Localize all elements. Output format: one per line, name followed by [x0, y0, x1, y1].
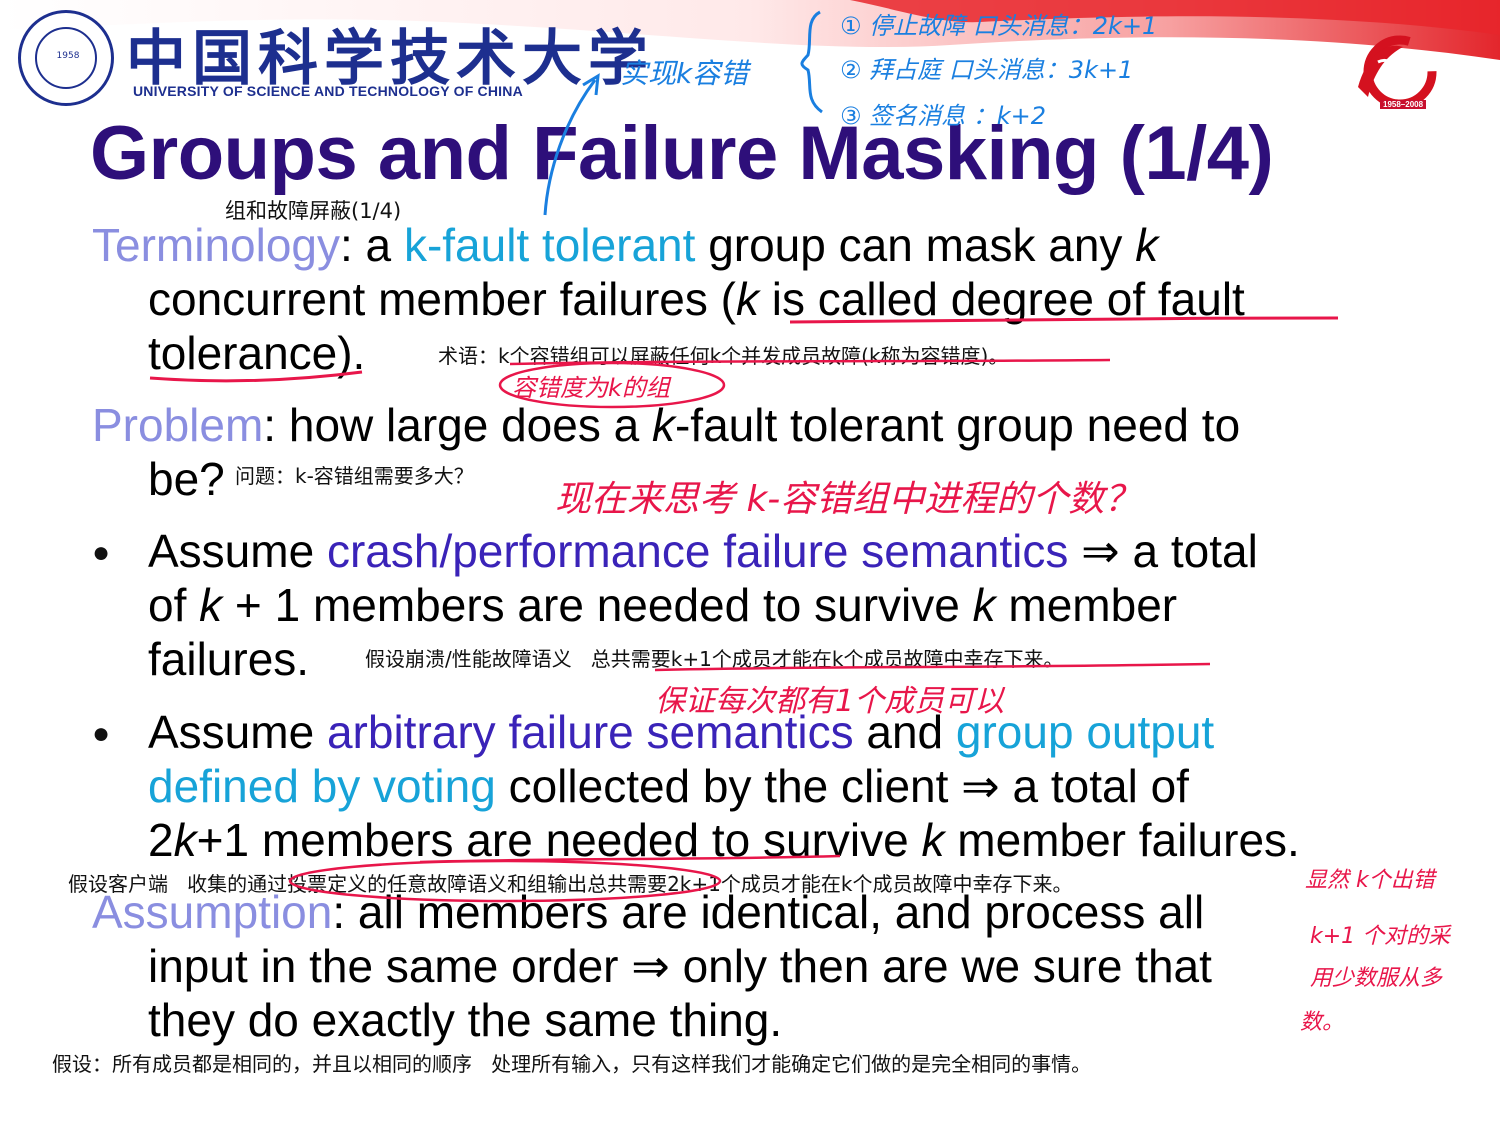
bullet1-line-3: failures. — [148, 633, 310, 685]
problem-label: Problem — [92, 399, 264, 451]
arbitrary-failure-term: arbitrary failure semantics — [326, 706, 854, 758]
bullet1-cn: 假设崩溃/性能故障语义 总共需要k+1个成员才能在k个成员故障中幸存下来。 — [365, 647, 1064, 671]
assumption-label: Assumption — [92, 886, 333, 938]
assumption-line-3: they do exactly the same thing. — [148, 994, 783, 1046]
anniversary-years: 1958–2008 — [1380, 100, 1427, 109]
terminology-label: Terminology — [92, 219, 340, 271]
terminology-cn: 术语：k个容错组可以屏蔽任何k个并发成员故障(k称为容错度)。 — [438, 344, 1009, 368]
university-name-en: UNIVERSITY OF SCIENCE AND TECHNOLOGY OF … — [133, 83, 523, 99]
handwritten-note-side-3: 用少数服从多 — [1310, 966, 1443, 991]
handwritten-note-stop-failure: ① 停止故障 口头消息：2k+1 — [840, 12, 1158, 40]
assumption-line-1: Assumption: all members are identical, a… — [92, 886, 1205, 938]
handwritten-note-side-1: 显然 k个出错 — [1305, 868, 1435, 893]
assumption-line-2: input in the same order ⇒ only then are … — [148, 940, 1212, 992]
terminology-line-3: tolerance). — [148, 327, 366, 379]
handwritten-note-byzantine: ② 拜占庭 口头消息：3k+1 — [840, 56, 1134, 84]
problem-cn: 问题：k-容错组需要多大？ — [235, 464, 474, 488]
bullet2-line-3: 2k+1 members are needed to survive k mem… — [148, 814, 1300, 866]
handwritten-note-guarantee: 保证每次都有1个成员可以 — [655, 684, 1005, 719]
slide-title-cn: 组和故障屏蔽(1/4) — [225, 199, 402, 223]
bullet2-line-1: Assume arbitrary failure semantics and g… — [148, 706, 1215, 758]
terminology-line-2: concurrent member failures (k is called … — [148, 273, 1245, 325]
bullet2-line-2: defined by voting collected by the clien… — [148, 760, 1189, 812]
handwritten-note-side-2: k+1 个对的采 — [1310, 924, 1451, 949]
problem-line-2: be? — [148, 453, 225, 505]
slide-title: Groups and Failure Masking (1/4) — [90, 111, 1274, 196]
terminology-line-1: Terminology: a k-fault tolerant group ca… — [92, 219, 1159, 271]
group-output-term: group output — [955, 706, 1215, 758]
handwritten-note-side-4: 数。 — [1300, 1010, 1345, 1035]
handwritten-note-signed: ③ 签名消息 ：k+2 — [840, 102, 1047, 130]
header-banner — [0, 0, 1500, 60]
university-seal-logo: 1958 — [18, 10, 114, 106]
k-fault-tolerant-term: k-fault tolerant — [403, 219, 696, 271]
problem-line-1: Problem: how large does a k-fault tolera… — [92, 399, 1241, 451]
handwritten-note-degree: 容错度为k的组 — [512, 374, 670, 402]
bullet1-line-2: of k + 1 members are needed to survive k… — [148, 579, 1178, 631]
logo-year: 1958 — [56, 51, 80, 61]
bullet-dot-1: ● — [92, 536, 111, 569]
handwritten-note-k-tolerance: 实现k容错 — [620, 57, 749, 90]
crash-failure-term: crash/performance failure semantics — [326, 525, 1069, 577]
assumption-cn: 假设：所有成员都是相同的，并且以相同的顺序 处理所有输入，只有这样我们才能确定它… — [52, 1052, 1092, 1076]
handwritten-note-question: 现在来思考 k-容错组中进程的个数？ — [555, 479, 1141, 520]
bullet-dot-2: ● — [92, 717, 111, 750]
bullet1-line-1: Assume crash/performance failure semanti… — [148, 525, 1258, 577]
